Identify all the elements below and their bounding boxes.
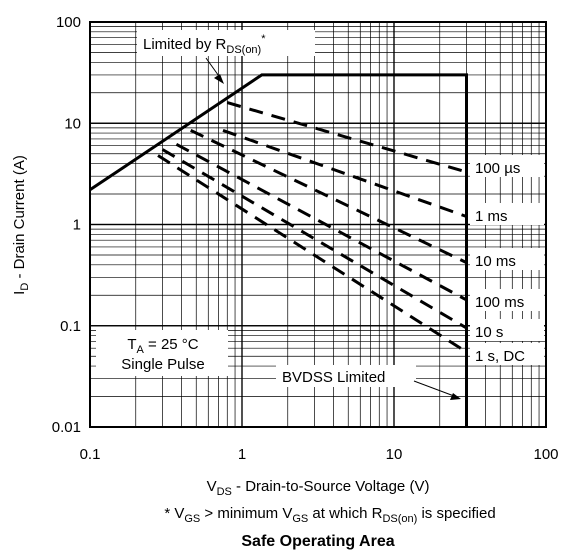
x-tick-label: 0.1 [80, 446, 101, 463]
x-axis-label: VDS - Drain-to-Source Voltage (V) [207, 478, 430, 498]
y-tick-label: 1 [73, 217, 81, 234]
x-tick-label: 1 [238, 446, 246, 463]
x-tick-label: 100 [533, 446, 558, 463]
chart-title: Safe Operating Area [241, 533, 394, 550]
conditions-line-2: Single Pulse [121, 356, 204, 373]
y-tick-label: 0.1 [60, 318, 81, 335]
rdson-arrow-head [214, 74, 224, 84]
tick-labels: 0.1 1 10 100 0.01 0.1 1 10 100 [52, 14, 559, 463]
bvdss-label-box [276, 365, 416, 387]
series-label-box [470, 289, 544, 311]
series-label-box [470, 155, 544, 177]
y-tick-label: 100 [56, 14, 81, 31]
conditions-box [96, 330, 228, 376]
series-label: 1 s, DC [475, 348, 525, 365]
series-labels: 100 µs 1 ms 10 ms 100 ms 10 s 1 s, DC [470, 155, 544, 365]
series-line [161, 148, 468, 330]
series-line [226, 101, 467, 174]
y-tick-label: 10 [64, 115, 81, 132]
footnote: * VGS > minimum VGS at which RDS(on) is … [164, 505, 495, 525]
series-label-box [470, 319, 544, 341]
y-tick-label: 0.01 [52, 419, 81, 436]
series-label: 100 ms [475, 294, 524, 311]
series-label-box [470, 343, 544, 365]
series-label-box [470, 203, 544, 225]
rdson-annotation: Limited by RDS(on)* [143, 33, 266, 56]
series-line [190, 129, 468, 264]
x-tick-label: 10 [386, 446, 403, 463]
rdson-label-box [137, 30, 315, 56]
conditions-line-1: TA = 25 °C [127, 336, 198, 356]
limit-envelope [89, 73, 468, 427]
y-axis-label: ID - Drain Current (A) [11, 155, 31, 295]
series-label: 100 µs [475, 160, 520, 177]
bvdss-annotation: BVDSS Limited [282, 369, 385, 386]
plot-frame [89, 21, 547, 428]
bvdss-arrow-line [413, 380, 455, 397]
series-line [157, 154, 468, 354]
series-label: 1 ms [475, 208, 508, 225]
series-label-box [470, 248, 544, 270]
bvdss-arrow-head [450, 393, 461, 400]
series-label: 10 s [475, 324, 503, 341]
series-label: 10 ms [475, 253, 516, 270]
series-line [222, 128, 468, 218]
series-line [175, 142, 468, 302]
curves [89, 73, 468, 427]
